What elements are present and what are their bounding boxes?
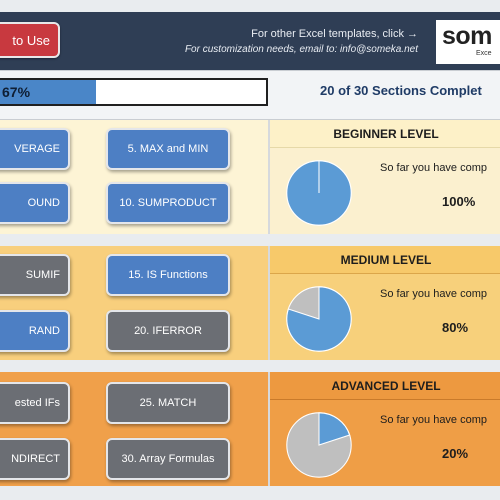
medium-percent: 80% [442,320,469,335]
medium-sections: SUMIF 15. IS Functions RAND 20. IFERROR [0,246,268,360]
advanced-percent: 20% [442,446,469,461]
section-button-nested-ifs[interactable]: ested IFs [0,382,70,424]
progress-fill [0,80,96,104]
overall-progress-bar: 67% [0,78,268,106]
section-button-average[interactable]: VERAGE [0,128,70,170]
medium-pie-chart [286,286,352,352]
logo-subtext: Exce [476,50,492,57]
progress-percent: 67% [2,84,31,100]
section-button-sumif[interactable]: SUMIF [0,254,70,296]
section-button-rand[interactable]: RAND [0,310,70,352]
section-button-is-functions[interactable]: 15. IS Functions [106,254,230,296]
section-button-match[interactable]: 25. MATCH [106,382,230,424]
bottom-margin [0,486,500,500]
progress-row: 67% 20 of 30 Sections Complet [0,70,500,120]
beginner-sections: VERAGE 5. MAX and MIN OUND 10. SUMPRODUC… [0,120,268,234]
advanced-level-panel: ADVANCED LEVEL So far you have comp 20% [268,372,500,486]
medium-level-title: MEDIUM LEVEL [270,246,500,274]
advanced-level-title: ADVANCED LEVEL [270,372,500,400]
section-button-indirect[interactable]: NDIRECT [0,438,70,480]
section-button-iferror[interactable]: 20. IFERROR [106,310,230,352]
beginner-level-panel: BEGINNER LEVEL So far you have comp 100% [268,120,500,234]
how-to-use-button[interactable]: to Use [0,22,60,58]
header-bar: to Use For other Excel templates, click … [0,12,500,70]
logo-text: som [442,22,492,50]
section-button-round[interactable]: OUND [0,182,70,224]
advanced-sections: ested IFs 25. MATCH NDIRECT 30. Array Fo… [0,372,268,486]
beginner-level-title: BEGINNER LEVEL [270,120,500,148]
section-button-array-formulas[interactable]: 30. Array Formulas [106,438,230,480]
pie-completed-slice [318,412,351,446]
customization-email-text[interactable]: For customization needs, email to: info@… [184,44,418,55]
divider [0,360,500,372]
section-button-max-min[interactable]: 5. MAX and MIN [106,128,230,170]
advanced-progress-message: So far you have comp [380,414,488,426]
pie-completed-slice [286,286,352,352]
medium-level-panel: MEDIUM LEVEL So far you have comp 80% [268,246,500,360]
beginner-pie-chart [286,160,352,226]
beginner-percent: 100% [442,194,476,209]
advanced-pie-chart [286,412,352,478]
medium-progress-message: So far you have comp [380,288,488,300]
templates-link[interactable]: For other Excel templates, click → [251,28,418,40]
sections-completed-text: 20 of 30 Sections Complet [320,83,482,98]
section-button-sumproduct[interactable]: 10. SUMPRODUCT [106,182,230,224]
someka-logo[interactable]: som Exce [436,20,500,64]
beginner-progress-message: So far you have comp [380,162,488,174]
divider [0,234,500,246]
